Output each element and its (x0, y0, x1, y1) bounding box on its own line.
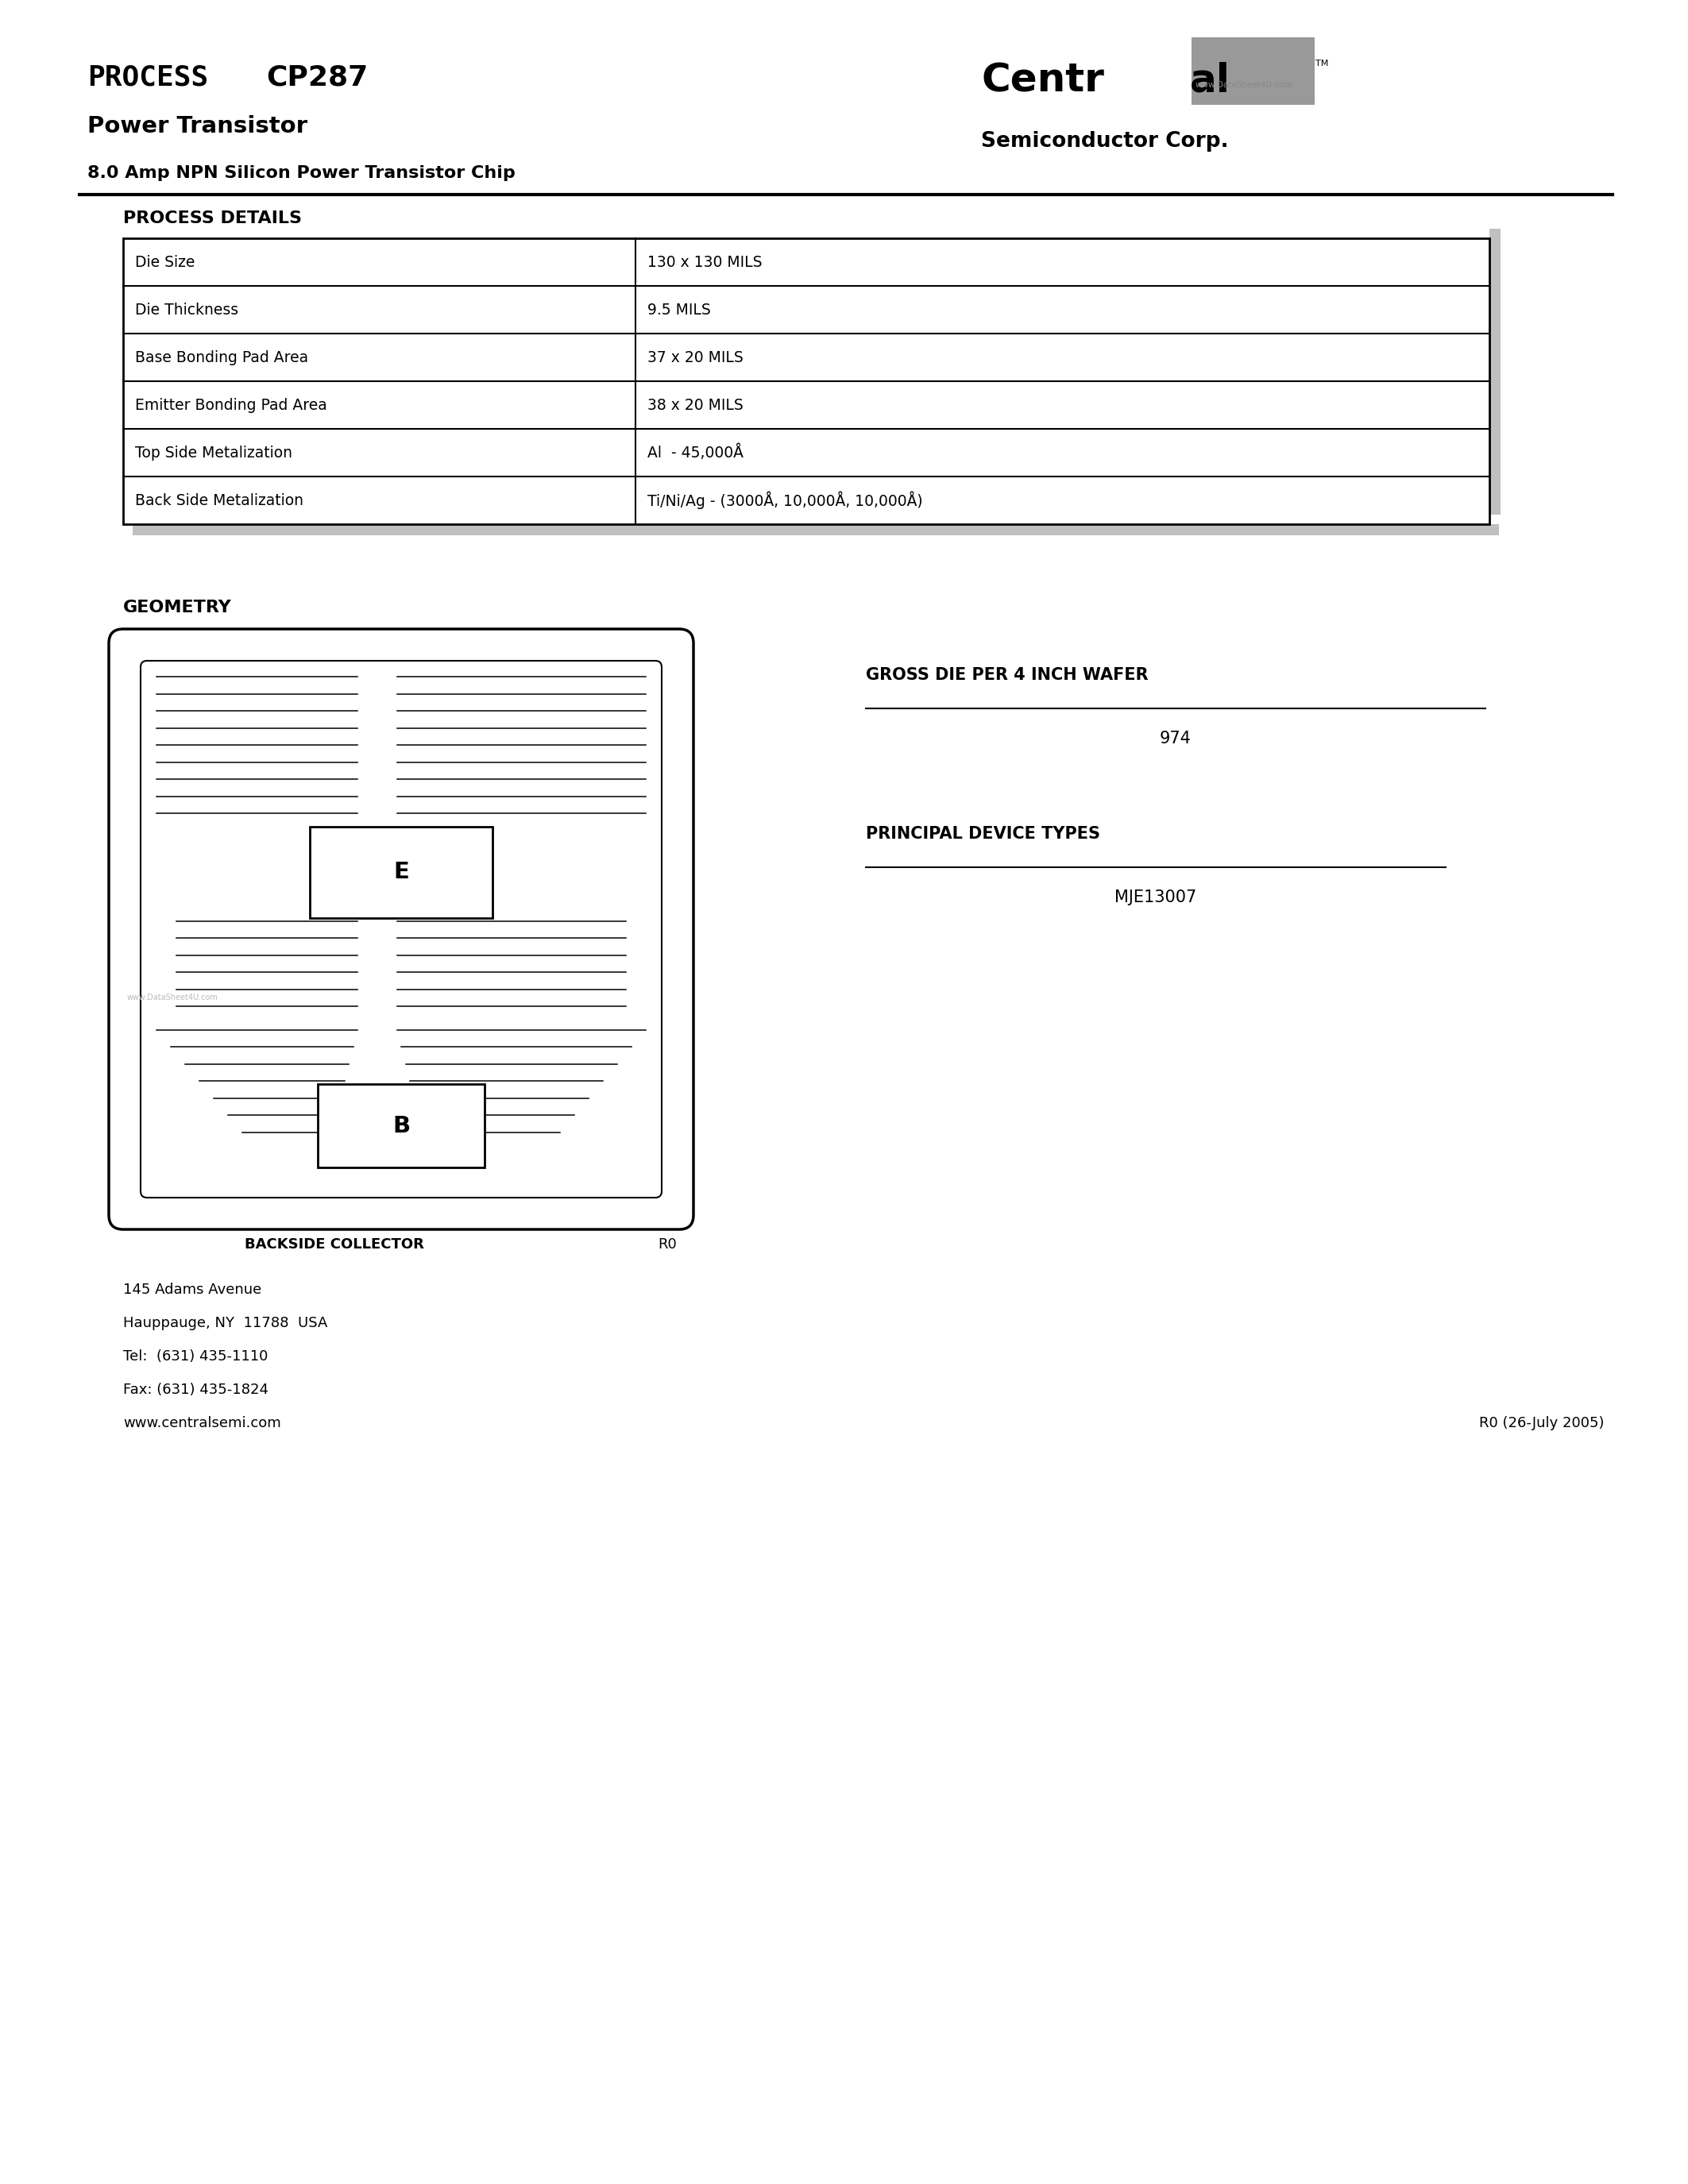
Text: Base Bonding Pad Area: Base Bonding Pad Area (135, 349, 309, 365)
Text: MJE13007: MJE13007 (1114, 889, 1197, 906)
Text: Die Size: Die Size (135, 256, 194, 269)
Text: GEOMETRY: GEOMETRY (123, 601, 231, 616)
Text: R0: R0 (658, 1238, 677, 1251)
Text: Emitter Bonding Pad Area: Emitter Bonding Pad Area (135, 397, 327, 413)
Text: TM: TM (1315, 59, 1328, 68)
Bar (311, 826, 493, 917)
Text: E: E (393, 860, 408, 882)
Bar (317, 1083, 484, 1168)
Text: 8.0 Amp NPN Silicon Power Transistor Chip: 8.0 Amp NPN Silicon Power Transistor Chi… (88, 166, 515, 181)
Text: Power Transistor: Power Transistor (88, 116, 307, 138)
Text: Centr: Centr (981, 61, 1104, 100)
Text: Fax: (631) 435-1824: Fax: (631) 435-1824 (123, 1382, 268, 1398)
Text: BACKSIDE COLLECTOR: BACKSIDE COLLECTOR (245, 1238, 424, 1251)
Text: Die Thickness: Die Thickness (135, 301, 238, 317)
Text: PROCESS DETAILS: PROCESS DETAILS (123, 210, 302, 227)
Text: Hauppauge, NY  11788  USA: Hauppauge, NY 11788 USA (123, 1317, 327, 1330)
Text: www.DataSheet4U.com: www.DataSheet4U.com (1195, 81, 1293, 90)
Bar (123, 238, 1489, 524)
Text: Tel:  (631) 435-1110: Tel: (631) 435-1110 (123, 1350, 268, 1363)
Text: Ti/Ni/Ag - (3000Å, 10,000Å, 10,000Å): Ti/Ni/Ag - (3000Å, 10,000Å, 10,000Å) (648, 491, 923, 509)
Text: www.centralsemi.com: www.centralsemi.com (123, 1415, 280, 1431)
Text: CP287: CP287 (267, 63, 368, 90)
Text: 130 x 130 MILS: 130 x 130 MILS (648, 256, 763, 269)
Text: PROCESS: PROCESS (88, 63, 208, 90)
Text: 974: 974 (1160, 732, 1192, 747)
Text: 145 Adams Avenue: 145 Adams Avenue (123, 1282, 262, 1297)
Text: PRINCIPAL DEVICE TYPES: PRINCIPAL DEVICE TYPES (866, 826, 1101, 841)
Text: Al  - 45,000Å: Al - 45,000Å (648, 446, 743, 461)
Text: 9.5 MILS: 9.5 MILS (648, 301, 711, 317)
Text: Top Side Metalization: Top Side Metalization (135, 446, 292, 461)
Bar (133, 524, 1499, 535)
Text: Back Side Metalization: Back Side Metalization (135, 494, 304, 509)
Text: 37 x 20 MILS: 37 x 20 MILS (648, 349, 743, 365)
Text: Semiconductor Corp.: Semiconductor Corp. (981, 131, 1229, 151)
Text: R0 (26-July 2005): R0 (26-July 2005) (1479, 1415, 1605, 1431)
FancyBboxPatch shape (140, 662, 662, 1197)
Text: GROSS DIE PER 4 INCH WAFER: GROSS DIE PER 4 INCH WAFER (866, 666, 1148, 684)
FancyBboxPatch shape (108, 629, 694, 1230)
Text: www.DataSheet4U.com: www.DataSheet4U.com (127, 994, 218, 1002)
Text: al: al (1190, 61, 1231, 100)
Text: B: B (392, 1114, 410, 1138)
Bar (1192, 37, 1315, 105)
Text: 38 x 20 MILS: 38 x 20 MILS (648, 397, 743, 413)
Bar (1489, 229, 1501, 515)
